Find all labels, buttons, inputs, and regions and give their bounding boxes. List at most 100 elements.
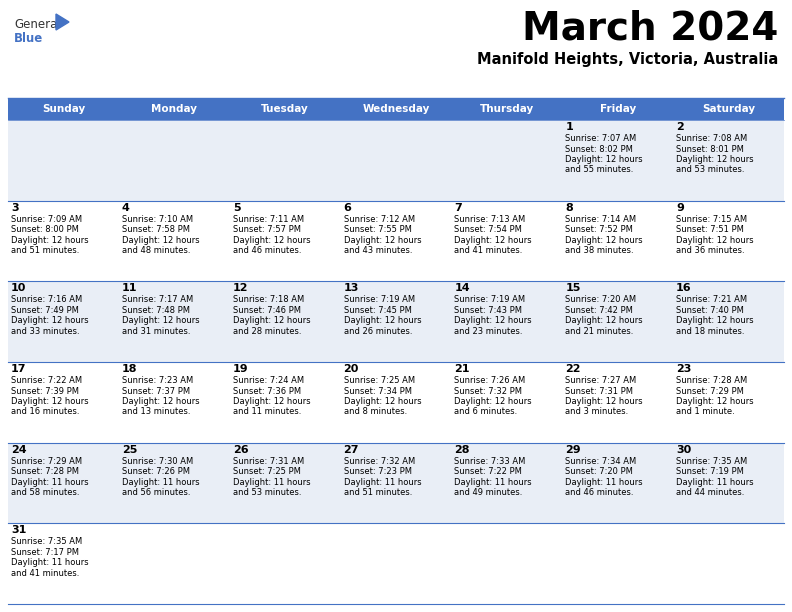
- Text: Daylight: 12 hours: Daylight: 12 hours: [344, 397, 421, 406]
- Text: and 26 minutes.: and 26 minutes.: [344, 327, 412, 336]
- Bar: [562, 442, 673, 523]
- Bar: [230, 120, 341, 201]
- Text: Sunset: 7:34 PM: Sunset: 7:34 PM: [344, 387, 412, 395]
- Text: 14: 14: [455, 283, 470, 293]
- Text: Sunset: 7:52 PM: Sunset: 7:52 PM: [565, 225, 633, 234]
- Text: Daylight: 12 hours: Daylight: 12 hours: [233, 316, 310, 326]
- Text: Sunrise: 7:34 AM: Sunrise: 7:34 AM: [565, 457, 637, 466]
- Text: Sunset: 7:58 PM: Sunset: 7:58 PM: [122, 225, 190, 234]
- Text: Sunset: 8:02 PM: Sunset: 8:02 PM: [565, 144, 633, 154]
- Text: and 23 minutes.: and 23 minutes.: [455, 327, 523, 336]
- Text: 20: 20: [344, 364, 359, 374]
- Text: 23: 23: [676, 364, 691, 374]
- Text: Daylight: 12 hours: Daylight: 12 hours: [11, 316, 89, 326]
- Bar: [119, 442, 230, 523]
- Text: 17: 17: [11, 364, 26, 374]
- Bar: [8, 362, 119, 442]
- Text: General: General: [14, 18, 61, 31]
- Text: Sunset: 7:19 PM: Sunset: 7:19 PM: [676, 467, 744, 476]
- Text: Sunset: 7:29 PM: Sunset: 7:29 PM: [676, 387, 744, 395]
- Text: Sunrise: 7:28 AM: Sunrise: 7:28 AM: [676, 376, 748, 385]
- Text: Sunset: 7:42 PM: Sunset: 7:42 PM: [565, 306, 633, 315]
- Text: Sunset: 7:32 PM: Sunset: 7:32 PM: [455, 387, 523, 395]
- Text: 3: 3: [11, 203, 19, 212]
- Text: 12: 12: [233, 283, 248, 293]
- Text: Sunrise: 7:09 AM: Sunrise: 7:09 AM: [11, 215, 82, 223]
- Text: Daylight: 12 hours: Daylight: 12 hours: [455, 397, 532, 406]
- Text: and 41 minutes.: and 41 minutes.: [11, 569, 79, 578]
- Text: 29: 29: [565, 445, 581, 455]
- Text: 2: 2: [676, 122, 684, 132]
- Text: Daylight: 12 hours: Daylight: 12 hours: [565, 236, 643, 245]
- Text: Sunset: 7:55 PM: Sunset: 7:55 PM: [344, 225, 412, 234]
- Text: Daylight: 12 hours: Daylight: 12 hours: [565, 155, 643, 164]
- Text: 1: 1: [565, 122, 573, 132]
- Bar: [341, 362, 451, 442]
- Text: and 16 minutes.: and 16 minutes.: [11, 408, 79, 417]
- Text: and 28 minutes.: and 28 minutes.: [233, 327, 301, 336]
- Bar: [119, 282, 230, 362]
- Text: Sunrise: 7:25 AM: Sunrise: 7:25 AM: [344, 376, 415, 385]
- Text: and 49 minutes.: and 49 minutes.: [455, 488, 523, 497]
- Bar: [562, 98, 673, 120]
- Bar: [451, 362, 562, 442]
- Text: 27: 27: [344, 445, 359, 455]
- Text: Daylight: 12 hours: Daylight: 12 hours: [676, 397, 754, 406]
- Text: and 53 minutes.: and 53 minutes.: [233, 488, 301, 497]
- Text: Sunrise: 7:32 AM: Sunrise: 7:32 AM: [344, 457, 415, 466]
- Text: 7: 7: [455, 203, 463, 212]
- Bar: [119, 362, 230, 442]
- Text: Daylight: 12 hours: Daylight: 12 hours: [122, 236, 200, 245]
- Bar: [230, 201, 341, 282]
- Text: and 41 minutes.: and 41 minutes.: [455, 246, 523, 255]
- Bar: [341, 282, 451, 362]
- Text: Sunset: 7:54 PM: Sunset: 7:54 PM: [455, 225, 522, 234]
- Text: Sunrise: 7:27 AM: Sunrise: 7:27 AM: [565, 376, 637, 385]
- Text: Sunset: 7:37 PM: Sunset: 7:37 PM: [122, 387, 190, 395]
- Text: and 53 minutes.: and 53 minutes.: [676, 165, 744, 174]
- Text: Sunset: 7:48 PM: Sunset: 7:48 PM: [122, 306, 190, 315]
- Text: Daylight: 11 hours: Daylight: 11 hours: [344, 478, 421, 487]
- Bar: [673, 98, 784, 120]
- Bar: [673, 282, 784, 362]
- Text: Sunrise: 7:20 AM: Sunrise: 7:20 AM: [565, 296, 637, 304]
- Text: Daylight: 12 hours: Daylight: 12 hours: [344, 316, 421, 326]
- Text: and 51 minutes.: and 51 minutes.: [344, 488, 412, 497]
- Text: 10: 10: [11, 283, 26, 293]
- Text: Daylight: 11 hours: Daylight: 11 hours: [11, 478, 89, 487]
- Text: Sunrise: 7:33 AM: Sunrise: 7:33 AM: [455, 457, 526, 466]
- Text: 24: 24: [11, 445, 27, 455]
- Text: Sunrise: 7:13 AM: Sunrise: 7:13 AM: [455, 215, 526, 223]
- Bar: [119, 98, 230, 120]
- Bar: [341, 120, 451, 201]
- Text: and 13 minutes.: and 13 minutes.: [122, 408, 190, 417]
- Bar: [230, 442, 341, 523]
- Text: Sunrise: 7:10 AM: Sunrise: 7:10 AM: [122, 215, 193, 223]
- Text: Daylight: 12 hours: Daylight: 12 hours: [455, 316, 532, 326]
- Text: and 8 minutes.: and 8 minutes.: [344, 408, 407, 417]
- Text: Daylight: 12 hours: Daylight: 12 hours: [11, 397, 89, 406]
- Polygon shape: [56, 14, 69, 30]
- Bar: [230, 362, 341, 442]
- Text: Sunrise: 7:15 AM: Sunrise: 7:15 AM: [676, 215, 748, 223]
- Text: Sunday: Sunday: [42, 104, 85, 114]
- Text: Daylight: 11 hours: Daylight: 11 hours: [11, 558, 89, 567]
- Text: and 46 minutes.: and 46 minutes.: [565, 488, 634, 497]
- Text: and 33 minutes.: and 33 minutes.: [11, 327, 80, 336]
- Text: Sunrise: 7:35 AM: Sunrise: 7:35 AM: [11, 537, 82, 547]
- Text: Sunset: 7:46 PM: Sunset: 7:46 PM: [233, 306, 301, 315]
- Text: 5: 5: [233, 203, 240, 212]
- Bar: [451, 98, 562, 120]
- Text: Daylight: 12 hours: Daylight: 12 hours: [565, 397, 643, 406]
- Text: and 38 minutes.: and 38 minutes.: [565, 246, 634, 255]
- Bar: [119, 201, 230, 282]
- Text: Friday: Friday: [600, 104, 636, 114]
- Text: 30: 30: [676, 445, 691, 455]
- Bar: [8, 98, 119, 120]
- Text: and 51 minutes.: and 51 minutes.: [11, 246, 79, 255]
- Text: Sunset: 7:57 PM: Sunset: 7:57 PM: [233, 225, 301, 234]
- Text: Daylight: 12 hours: Daylight: 12 hours: [122, 316, 200, 326]
- Bar: [451, 523, 562, 604]
- Text: 9: 9: [676, 203, 684, 212]
- Bar: [673, 442, 784, 523]
